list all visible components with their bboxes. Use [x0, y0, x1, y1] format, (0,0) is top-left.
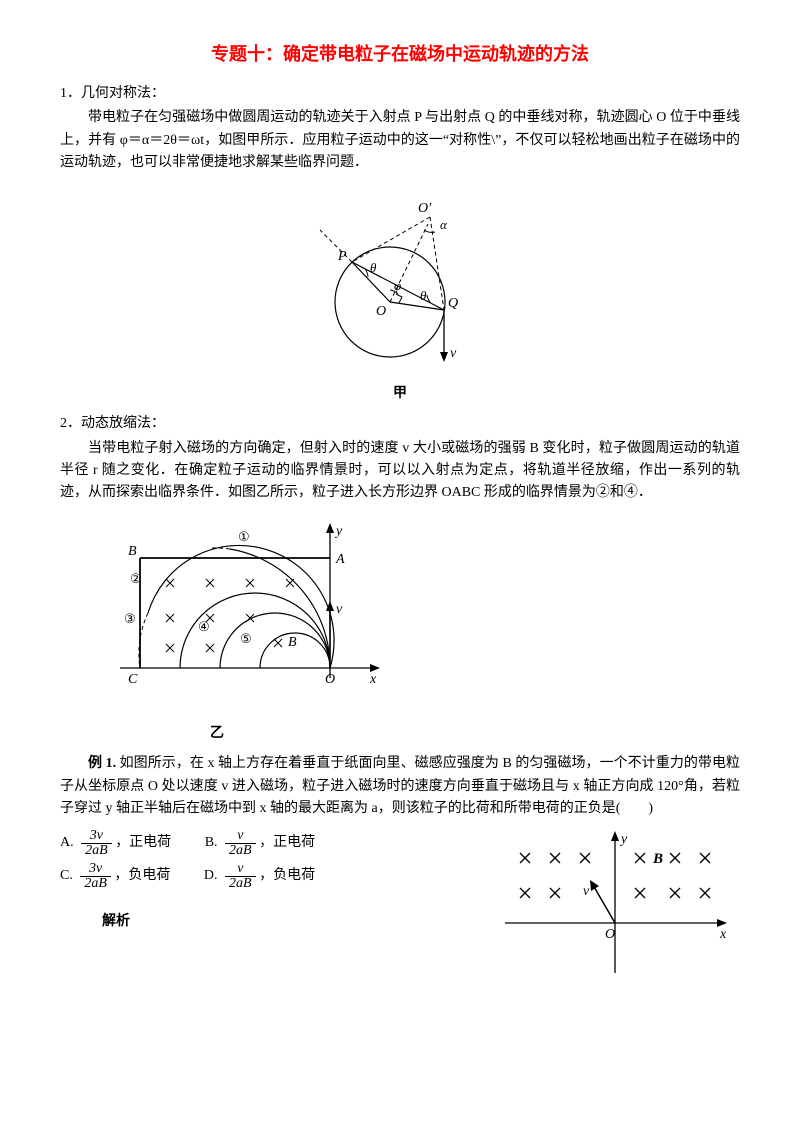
- label-Q: Q: [448, 296, 458, 311]
- ex-label-O: O: [605, 927, 615, 942]
- label-C: C: [128, 672, 138, 687]
- answer-label: 解析: [60, 911, 490, 933]
- diagram-jia: O′ α P θ φ θ Q O v: [290, 182, 510, 372]
- label-O2: O: [325, 672, 335, 687]
- section1-heading: 1．几何对称法：: [60, 83, 740, 105]
- ex-label-y: y: [619, 832, 628, 847]
- label-y: y: [334, 524, 343, 539]
- example-text: 例 1. 如图所示，在 x 轴上方存在着垂直于纸面向里、磁感应强度为 B 的匀强…: [60, 753, 740, 820]
- label-A: A: [335, 552, 345, 567]
- option-D-num: v: [225, 862, 256, 877]
- label-x: x: [369, 672, 377, 687]
- label-theta2: θ: [420, 288, 427, 303]
- option-A-num: 3v: [81, 829, 112, 844]
- example-diagram: y x O B v: [495, 823, 735, 983]
- option-C-num: 3v: [80, 862, 111, 877]
- label-n3: ③: [124, 611, 136, 626]
- label-alpha: α: [440, 217, 448, 232]
- option-row-CD: C. 3v 2aB ，负电荷 D. v 2aB ，负电荷: [60, 862, 490, 891]
- option-A-label: A.: [60, 832, 74, 854]
- diagram-yi-wrap: y A v B B C O x ① ② ③ ④ ⑤ 乙: [100, 513, 740, 746]
- option-D-frac: v 2aB: [225, 862, 256, 891]
- section2-heading: 2．动态放缩法：: [60, 413, 740, 435]
- option-A-suffix: ，正电荷: [115, 832, 171, 854]
- ex-label-v: v: [583, 884, 590, 899]
- label-O: O: [376, 304, 386, 319]
- option-row-AB: A. 3v 2aB ，正电荷 B. v 2aB ，正电荷: [60, 829, 490, 858]
- example-body: 如图所示，在 x 轴上方存在着垂直于纸面向里、磁感应强度为 B 的匀强磁场，一个…: [60, 756, 740, 816]
- ex-label-B: B: [652, 851, 663, 867]
- label-B2: B: [288, 635, 297, 650]
- diagram-jia-wrap: O′ α P θ φ θ Q O v 甲: [60, 182, 740, 405]
- diagram-yi: y A v B B C O x ① ② ③ ④ ⑤: [100, 513, 390, 713]
- page-title: 专题十：确定带电粒子在磁场中运动轨迹的方法: [60, 40, 740, 69]
- label-P: P: [337, 249, 347, 264]
- option-B-den: 2aB: [225, 844, 256, 858]
- option-A-frac: 3v 2aB: [81, 829, 112, 858]
- ex-label-x: x: [719, 927, 727, 942]
- label-v2: v: [336, 602, 343, 617]
- label-theta1: θ: [370, 260, 377, 275]
- option-C-frac: 3v 2aB: [80, 862, 111, 891]
- label-phi: φ: [394, 278, 401, 293]
- label-Oprime: O′: [418, 201, 432, 216]
- option-C-den: 2aB: [80, 877, 111, 891]
- option-C-label: C.: [60, 865, 73, 887]
- option-A-den: 2aB: [81, 844, 112, 858]
- option-B-label: B.: [205, 832, 218, 854]
- diagram-jia-caption: 甲: [60, 383, 740, 405]
- label-Bleft: B: [128, 544, 137, 559]
- example-label: 例 1.: [88, 756, 116, 771]
- option-B-frac: v 2aB: [225, 829, 256, 858]
- option-D-label: D.: [204, 865, 218, 887]
- label-n1: ①: [238, 529, 250, 544]
- section1-paragraph: 带电粒子在匀强磁场中做圆周运动的轨迹关于入射点 P 与出射点 Q 的中垂线对称，…: [60, 107, 740, 174]
- label-n4: ④: [198, 619, 210, 634]
- option-B-num: v: [225, 829, 256, 844]
- label-v: v: [450, 346, 457, 361]
- diagram-yi-caption: 乙: [210, 723, 740, 745]
- example-diagram-wrap: y x O B v: [490, 823, 740, 991]
- option-B-suffix: ，正电荷: [259, 832, 315, 854]
- option-D-den: 2aB: [225, 877, 256, 891]
- option-D-suffix: ，负电荷: [259, 865, 315, 887]
- label-n5: ⑤: [240, 631, 252, 646]
- options-block: A. 3v 2aB ，正电荷 B. v 2aB ，正电荷 C. 3v 2aB: [60, 829, 490, 891]
- section2-paragraph: 当带电粒子射入磁场的方向确定，但射入时的速度 v 大小或磁场的强弱 B 变化时，…: [60, 438, 740, 505]
- label-n2: ②: [130, 571, 142, 586]
- option-C-suffix: ，负电荷: [114, 865, 170, 887]
